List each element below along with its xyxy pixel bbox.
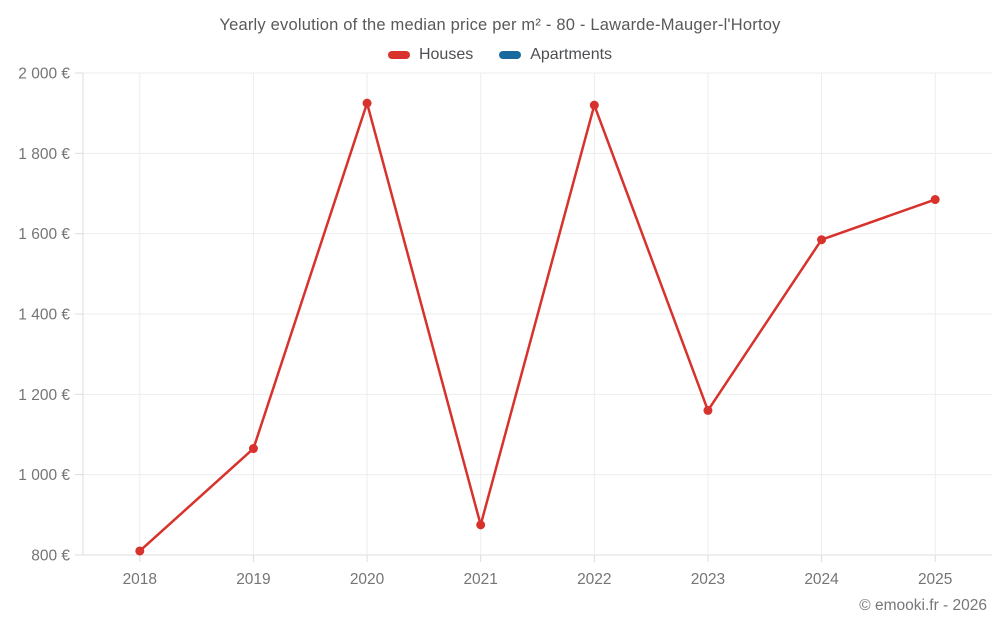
- axis-lines: [75, 72, 936, 562]
- data-point[interactable]: [817, 235, 827, 245]
- legend-item-apartments[interactable]: Apartments: [499, 46, 612, 64]
- data-point[interactable]: [476, 520, 486, 530]
- x-tick-label: 2018: [123, 571, 157, 588]
- x-tick-label: 2022: [577, 571, 611, 588]
- y-tick-label: 800 €: [31, 548, 70, 565]
- y-tick-label: 1 200 €: [18, 387, 70, 404]
- copyright-note: © emooki.fr - 2026: [859, 597, 987, 614]
- legend-item-houses[interactable]: Houses: [387, 46, 474, 64]
- x-tick-label: 2019: [236, 571, 270, 588]
- x-tick-label: 2024: [804, 571, 839, 588]
- x-tick-label: 2020: [350, 571, 385, 588]
- data-point[interactable]: [248, 444, 258, 454]
- apartments-series-swatch-icon: [499, 51, 522, 59]
- data-point[interactable]: [930, 195, 940, 205]
- data-point[interactable]: [703, 405, 713, 415]
- x-tick-label: 2023: [691, 571, 725, 588]
- chart-title: Yearly evolution of the median price per…: [219, 16, 781, 34]
- data-point[interactable]: [135, 546, 145, 556]
- axis-tick-labels: 800 € 1 000 € 1 200 € 1 400 € 1 600 € 1 800 €…: [18, 66, 952, 589]
- series-line: [138, 101, 937, 553]
- y-tick-label: 1 800 €: [18, 146, 70, 163]
- chart-legend: Houses Apartments: [0, 46, 1000, 64]
- y-tick-label: 1 600 €: [18, 226, 70, 243]
- y-tick-label: 2 000 €: [18, 66, 70, 83]
- data-point[interactable]: [589, 100, 599, 110]
- legend-label-houses: Houses: [418, 46, 474, 63]
- x-tick-label: 2025: [918, 571, 952, 588]
- series-houses: [135, 98, 940, 556]
- y-tick-label: 1 400 €: [18, 307, 70, 324]
- gridlines: [83, 72, 992, 556]
- x-tick-label: 2021: [463, 571, 497, 588]
- legend-label-apartments: Apartments: [530, 46, 613, 63]
- houses-series-swatch-icon: [387, 51, 410, 59]
- data-point[interactable]: [362, 98, 372, 108]
- y-tick-label: 1 000 €: [18, 467, 70, 484]
